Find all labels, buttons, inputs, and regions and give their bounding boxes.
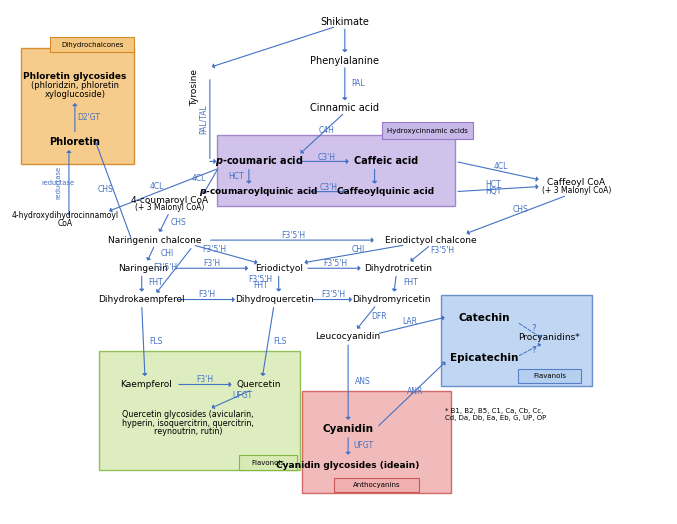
- Text: Naringenin: Naringenin: [118, 264, 168, 273]
- Text: F3'5'H: F3'5'H: [281, 231, 305, 240]
- Text: hyperin, isoquercitrin, quercitrin,: hyperin, isoquercitrin, quercitrin,: [122, 419, 254, 428]
- Text: Naringenin chalcone: Naringenin chalcone: [108, 236, 202, 245]
- FancyBboxPatch shape: [302, 391, 451, 493]
- Text: Epicatechin: Epicatechin: [450, 353, 518, 363]
- Text: CHS: CHS: [170, 219, 186, 227]
- Text: $\bfit{p}$-coumaroylquinic acid: $\bfit{p}$-coumaroylquinic acid: [199, 185, 318, 198]
- Text: CHI: CHI: [351, 245, 365, 254]
- Text: reductase: reductase: [42, 180, 75, 186]
- Text: reynoutrin, rutin): reynoutrin, rutin): [154, 427, 222, 436]
- Text: UFGT: UFGT: [233, 391, 253, 400]
- Text: Phloretin glycosides: Phloretin glycosides: [23, 72, 127, 81]
- FancyBboxPatch shape: [518, 369, 581, 383]
- Text: PAL/TAL: PAL/TAL: [199, 104, 208, 134]
- Text: Eriodictyol chalcone: Eriodictyol chalcone: [385, 236, 477, 245]
- Text: Flavonols: Flavonols: [252, 460, 284, 466]
- Text: Procyanidins*: Procyanidins*: [518, 333, 580, 342]
- Text: CHI: CHI: [161, 249, 174, 258]
- Text: * B1, B2, B5, C1, Ca, Cb, Cc,: * B1, B2, B5, C1, Ca, Cb, Cc,: [445, 408, 544, 413]
- Text: C3'H: C3'H: [320, 183, 338, 192]
- Text: C3'H: C3'H: [318, 152, 335, 162]
- Text: (+ 3 Malonyl CoA): (+ 3 Malonyl CoA): [135, 203, 204, 212]
- Text: Kaempferol: Kaempferol: [121, 380, 172, 389]
- Text: Caffeic acid: Caffeic acid: [353, 156, 418, 167]
- Text: CHS: CHS: [513, 205, 529, 214]
- Text: Caffeoyl CoA: Caffeoyl CoA: [547, 178, 605, 187]
- Text: Eriodictyol: Eriodictyol: [255, 264, 303, 273]
- Text: Shikimate: Shikimate: [320, 17, 369, 27]
- Text: FLS: FLS: [274, 337, 286, 346]
- Text: 4CL: 4CL: [494, 161, 508, 171]
- Text: Dihydrotricetin: Dihydrotricetin: [364, 264, 432, 273]
- Text: F3'5'H: F3'5'H: [202, 245, 226, 254]
- Text: ?: ?: [531, 324, 536, 333]
- Text: Dihydrokaempferol: Dihydrokaempferol: [98, 295, 185, 304]
- FancyBboxPatch shape: [382, 122, 473, 139]
- Text: FLS: FLS: [150, 337, 163, 346]
- Text: HCT: HCT: [229, 172, 244, 181]
- Text: ANR: ANR: [408, 387, 424, 396]
- Text: Dihydromyricetin: Dihydromyricetin: [352, 295, 431, 304]
- Text: (phloridzin, phloretin: (phloridzin, phloretin: [31, 81, 119, 90]
- Text: HQT: HQT: [485, 187, 501, 195]
- FancyBboxPatch shape: [49, 37, 135, 52]
- Text: Tyrosine: Tyrosine: [190, 69, 199, 106]
- Text: (+ 3 Malonyl CoA): (+ 3 Malonyl CoA): [542, 185, 611, 194]
- Text: Phenylalanine: Phenylalanine: [310, 56, 379, 66]
- Text: F3'H: F3'H: [198, 290, 215, 299]
- Text: Dihydroquercetin: Dihydroquercetin: [235, 295, 313, 304]
- Text: Flavanols: Flavanols: [533, 373, 566, 379]
- Text: FHT: FHT: [148, 278, 163, 287]
- Text: Leucocyanidin: Leucocyanidin: [315, 332, 380, 341]
- FancyBboxPatch shape: [99, 351, 301, 471]
- Text: Hydroxycinnamic acids: Hydroxycinnamic acids: [387, 128, 468, 134]
- Text: Anthocyanins: Anthocyanins: [353, 482, 400, 488]
- Text: $\bfit{p}$-coumaric acid: $\bfit{p}$-coumaric acid: [215, 155, 303, 168]
- Text: F3'5'H: F3'5'H: [430, 246, 454, 255]
- Text: CHS: CHS: [97, 184, 113, 193]
- Text: 4-hydroxydihydrocinnamoyl: 4-hydroxydihydrocinnamoyl: [12, 211, 119, 220]
- Text: D2'GT: D2'GT: [77, 113, 100, 122]
- Text: Phloretin: Phloretin: [49, 137, 100, 147]
- Text: F3'H: F3'H: [203, 259, 221, 268]
- Text: C4H: C4H: [318, 126, 334, 135]
- Text: UFGT: UFGT: [353, 442, 374, 451]
- Text: ?: ?: [531, 346, 536, 355]
- Text: reductase: reductase: [56, 166, 62, 199]
- Text: F3'H: F3'H: [196, 375, 214, 384]
- Text: F3'5'H: F3'5'H: [324, 259, 347, 268]
- Text: Caffeoylquinic acid: Caffeoylquinic acid: [337, 187, 435, 196]
- Text: 4-coumaroyl CoA: 4-coumaroyl CoA: [131, 196, 208, 205]
- Text: Quercetin: Quercetin: [236, 380, 281, 389]
- Text: FHT: FHT: [403, 278, 418, 287]
- Text: ANS: ANS: [355, 377, 370, 386]
- Text: Cd, Da, Db, Ea, Eb, G, UP, OP: Cd, Da, Db, Ea, Eb, G, UP, OP: [445, 415, 546, 421]
- Text: F3'5'H: F3'5'H: [322, 290, 346, 299]
- Text: FHT: FHT: [253, 281, 267, 290]
- Text: HCT: HCT: [485, 180, 501, 189]
- Text: Cinnamic acid: Cinnamic acid: [310, 103, 379, 113]
- Text: Cyanidin: Cyanidin: [323, 424, 374, 434]
- Text: Catechin: Catechin: [458, 313, 510, 323]
- Text: DFR: DFR: [372, 312, 387, 321]
- Text: 4CL: 4CL: [150, 182, 164, 191]
- FancyBboxPatch shape: [441, 295, 592, 386]
- FancyBboxPatch shape: [239, 455, 297, 470]
- Text: CoA: CoA: [58, 219, 73, 228]
- FancyBboxPatch shape: [217, 135, 456, 206]
- Text: Quercetin glycosides (avicularin,: Quercetin glycosides (avicularin,: [123, 410, 254, 419]
- Text: Dihydrochalcones: Dihydrochalcones: [61, 41, 123, 48]
- Text: xyloglucoside): xyloglucoside): [45, 90, 106, 99]
- Text: F3'5'H: F3'5'H: [248, 275, 272, 284]
- Text: PAL: PAL: [351, 79, 365, 88]
- Text: F3'5'H: F3'5'H: [153, 263, 177, 272]
- Text: LAR: LAR: [402, 317, 417, 326]
- FancyBboxPatch shape: [334, 478, 419, 493]
- Text: 4CL: 4CL: [192, 174, 206, 183]
- FancyBboxPatch shape: [20, 48, 135, 164]
- Text: Cyanidin glycosides (ideain): Cyanidin glycosides (ideain): [276, 461, 420, 470]
